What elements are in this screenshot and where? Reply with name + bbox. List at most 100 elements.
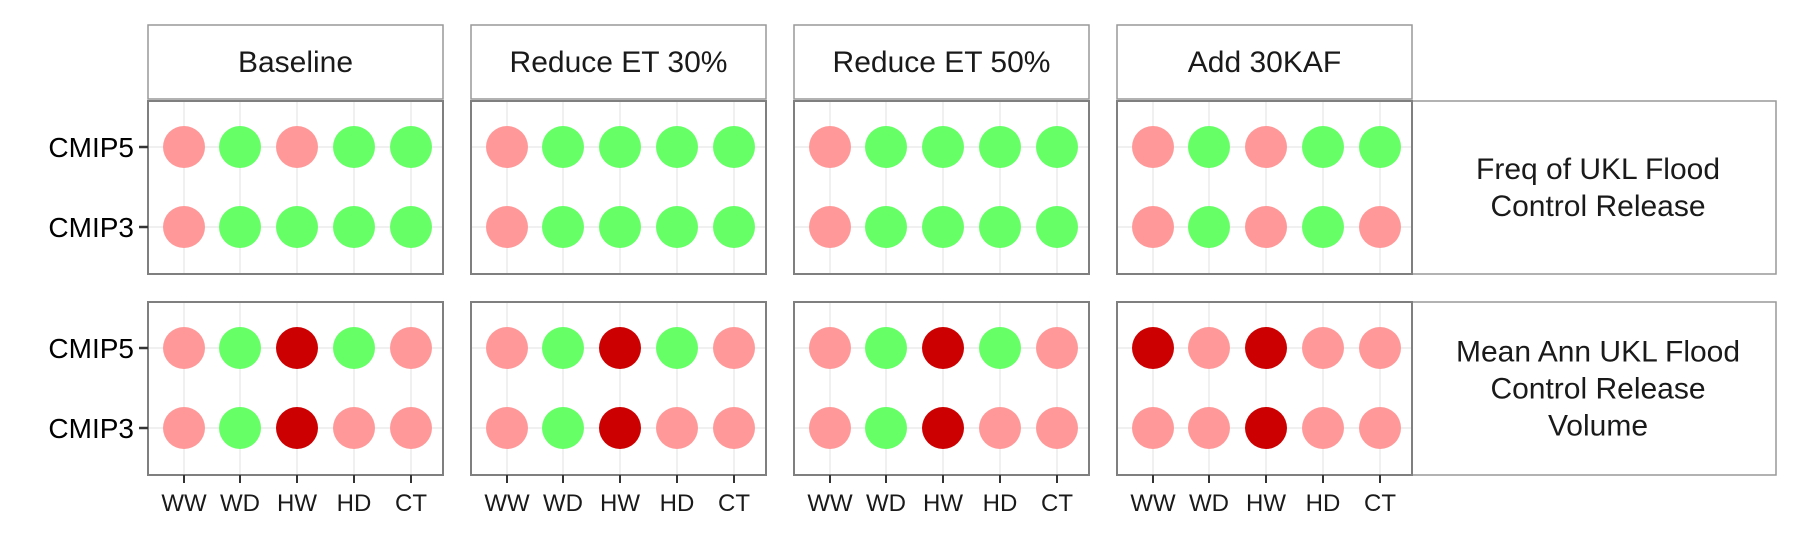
dot-hw-cmip3-much-worse bbox=[276, 407, 318, 449]
dot-hw-cmip3-better bbox=[922, 206, 964, 248]
panel-border-r1-c2 bbox=[470, 100, 767, 275]
x-tick-label-ct: CT bbox=[1364, 490, 1396, 517]
dot-ct-cmip3-better bbox=[713, 206, 755, 248]
y-tick-label-cmip3: CMIP3 bbox=[48, 212, 134, 243]
dot-hd-cmip5-better bbox=[333, 126, 375, 168]
dot-ww-cmip5-much-worse bbox=[1132, 327, 1174, 369]
dot-hw-cmip5-much-worse bbox=[276, 327, 318, 369]
x-tick-label-hd: HD bbox=[983, 490, 1018, 517]
dot-hd-cmip3-better bbox=[333, 206, 375, 248]
column-strip-2 bbox=[470, 24, 767, 100]
dot-ww-cmip5-worse bbox=[163, 327, 205, 369]
panel-border-r1-c3 bbox=[793, 100, 1090, 275]
dot-hd-cmip5-better bbox=[656, 327, 698, 369]
dot-wd-cmip3-better bbox=[542, 407, 584, 449]
dot-ct-cmip5-better bbox=[1036, 126, 1078, 168]
dot-ww-cmip5-worse bbox=[809, 327, 851, 369]
dot-ww-cmip3-worse bbox=[486, 206, 528, 248]
dot-hw-cmip5-better bbox=[922, 126, 964, 168]
dot-ww-cmip5-worse bbox=[486, 327, 528, 369]
dot-hw-cmip5-much-worse bbox=[599, 327, 641, 369]
dot-ct-cmip3-better bbox=[390, 206, 432, 248]
x-tick-label-ww: WW bbox=[807, 490, 853, 517]
dot-wd-cmip3-better bbox=[542, 206, 584, 248]
dot-hd-cmip3-better bbox=[979, 206, 1021, 248]
y-tick-label-cmip5: CMIP5 bbox=[48, 132, 134, 163]
x-tick-label-hw: HW bbox=[923, 490, 963, 517]
dot-ww-cmip5-worse bbox=[1132, 126, 1174, 168]
column-strip-label-1: Baseline bbox=[238, 46, 353, 79]
dot-hw-cmip3-much-worse bbox=[1245, 407, 1287, 449]
dot-ww-cmip3-worse bbox=[163, 206, 205, 248]
dot-ct-cmip5-better bbox=[713, 126, 755, 168]
panel-border-r1-c1 bbox=[147, 100, 444, 275]
x-tick-label-hw: HW bbox=[277, 490, 317, 517]
dot-wd-cmip3-better bbox=[1188, 206, 1230, 248]
dot-wd-cmip5-better bbox=[865, 126, 907, 168]
row-strip-label-2-line-1: Mean Ann UKL Flood bbox=[1456, 336, 1740, 369]
dot-ct-cmip3-worse bbox=[713, 407, 755, 449]
dot-hd-cmip5-better bbox=[333, 327, 375, 369]
x-tick-label-wd: WD bbox=[543, 490, 583, 517]
dot-ww-cmip3-worse bbox=[1132, 407, 1174, 449]
x-tick-label-ww: WW bbox=[1130, 490, 1176, 517]
dot-ww-cmip5-worse bbox=[486, 126, 528, 168]
panel-border-r2-c1 bbox=[147, 301, 444, 476]
dot-hw-cmip3-much-worse bbox=[599, 407, 641, 449]
dot-hd-cmip5-worse bbox=[1302, 327, 1344, 369]
dot-ct-cmip5-better bbox=[1359, 126, 1401, 168]
dot-ct-cmip5-worse bbox=[1359, 327, 1401, 369]
dot-ww-cmip3-worse bbox=[809, 206, 851, 248]
column-strip-1 bbox=[147, 24, 444, 100]
dot-hw-cmip5-worse bbox=[1245, 126, 1287, 168]
dot-hd-cmip5-better bbox=[979, 126, 1021, 168]
dot-wd-cmip3-better bbox=[219, 407, 261, 449]
dot-ww-cmip3-worse bbox=[1132, 206, 1174, 248]
dot-ww-cmip5-worse bbox=[809, 126, 851, 168]
dot-ct-cmip5-worse bbox=[713, 327, 755, 369]
row-strip-label-2-line-2: Control Release bbox=[1490, 373, 1705, 406]
y-tick-label-cmip5: CMIP5 bbox=[48, 333, 134, 364]
column-strip-4 bbox=[1116, 24, 1413, 100]
dot-hw-cmip5-worse bbox=[276, 126, 318, 168]
dot-wd-cmip5-better bbox=[542, 126, 584, 168]
panel-border-r2-c3 bbox=[793, 301, 1090, 476]
column-strip-label-4: Add 30KAF bbox=[1188, 46, 1341, 79]
dot-ct-cmip3-worse bbox=[1036, 407, 1078, 449]
dot-ww-cmip3-worse bbox=[486, 407, 528, 449]
x-tick-label-ct: CT bbox=[395, 490, 427, 517]
dot-ct-cmip5-better bbox=[390, 126, 432, 168]
x-tick-label-ct: CT bbox=[718, 490, 750, 517]
dot-ww-cmip3-worse bbox=[163, 407, 205, 449]
x-tick-label-hw: HW bbox=[600, 490, 640, 517]
x-tick-label-wd: WD bbox=[220, 490, 260, 517]
dot-wd-cmip5-better bbox=[542, 327, 584, 369]
x-tick-label-hd: HD bbox=[337, 490, 372, 517]
x-tick-label-wd: WD bbox=[1189, 490, 1229, 517]
dot-hd-cmip5-better bbox=[656, 126, 698, 168]
column-strip-label-2: Reduce ET 30% bbox=[510, 46, 728, 79]
dot-wd-cmip5-better bbox=[219, 327, 261, 369]
dot-ct-cmip3-worse bbox=[1359, 206, 1401, 248]
dot-ct-cmip5-worse bbox=[1036, 327, 1078, 369]
dot-hw-cmip3-much-worse bbox=[922, 407, 964, 449]
column-strip-3 bbox=[793, 24, 1090, 100]
panel-border-r1-c4 bbox=[1116, 100, 1413, 275]
dot-ct-cmip3-worse bbox=[390, 407, 432, 449]
row-strip-2 bbox=[1411, 301, 1777, 476]
x-tick-label-ww: WW bbox=[484, 490, 530, 517]
x-tick-label-hw: HW bbox=[1246, 490, 1286, 517]
dot-hd-cmip5-better bbox=[979, 327, 1021, 369]
dot-wd-cmip5-better bbox=[1188, 126, 1230, 168]
row-strip-1 bbox=[1411, 100, 1777, 275]
row-strip-label-1-line-1: Freq of UKL Flood bbox=[1476, 153, 1720, 186]
dot-hw-cmip3-worse bbox=[1245, 206, 1287, 248]
row-strip-label-1-line-2: Control Release bbox=[1490, 190, 1705, 223]
dot-wd-cmip5-better bbox=[865, 327, 907, 369]
dot-wd-cmip5-better bbox=[219, 126, 261, 168]
dot-wd-cmip5-worse bbox=[1188, 327, 1230, 369]
dot-ct-cmip3-better bbox=[1036, 206, 1078, 248]
x-tick-label-ct: CT bbox=[1041, 490, 1073, 517]
dot-hd-cmip3-better bbox=[1302, 206, 1344, 248]
